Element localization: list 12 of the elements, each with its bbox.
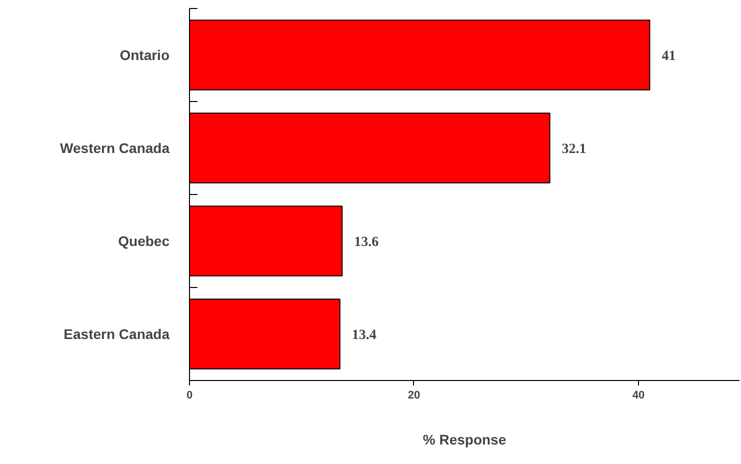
data-label: 13.6 (354, 235, 379, 250)
y-tick-label: Eastern Canada (64, 326, 170, 342)
x-tick-label: 0 (186, 390, 193, 402)
x-axis-title: % Response (422, 432, 506, 448)
data-label: 41 (662, 49, 676, 64)
y-tick-label: Quebec (118, 233, 170, 249)
y-tick-label: Ontario (120, 47, 170, 63)
y-tick-label: Western Canada (60, 140, 170, 156)
x-tick-label: 20 (408, 390, 420, 402)
data-label: 32.1 (562, 142, 586, 157)
data-label: 13.4 (352, 328, 376, 343)
x-tick-label: 40 (632, 390, 645, 402)
